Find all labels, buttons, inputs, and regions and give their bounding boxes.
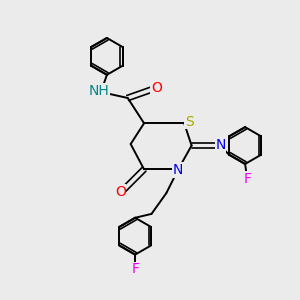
Text: NH: NH <box>88 84 109 98</box>
Text: O: O <box>151 81 162 94</box>
Text: O: O <box>115 184 126 199</box>
Text: F: F <box>131 262 139 277</box>
Text: N: N <box>215 138 226 152</box>
Text: N: N <box>173 163 183 177</box>
Text: S: S <box>185 115 194 129</box>
Text: F: F <box>243 172 251 186</box>
